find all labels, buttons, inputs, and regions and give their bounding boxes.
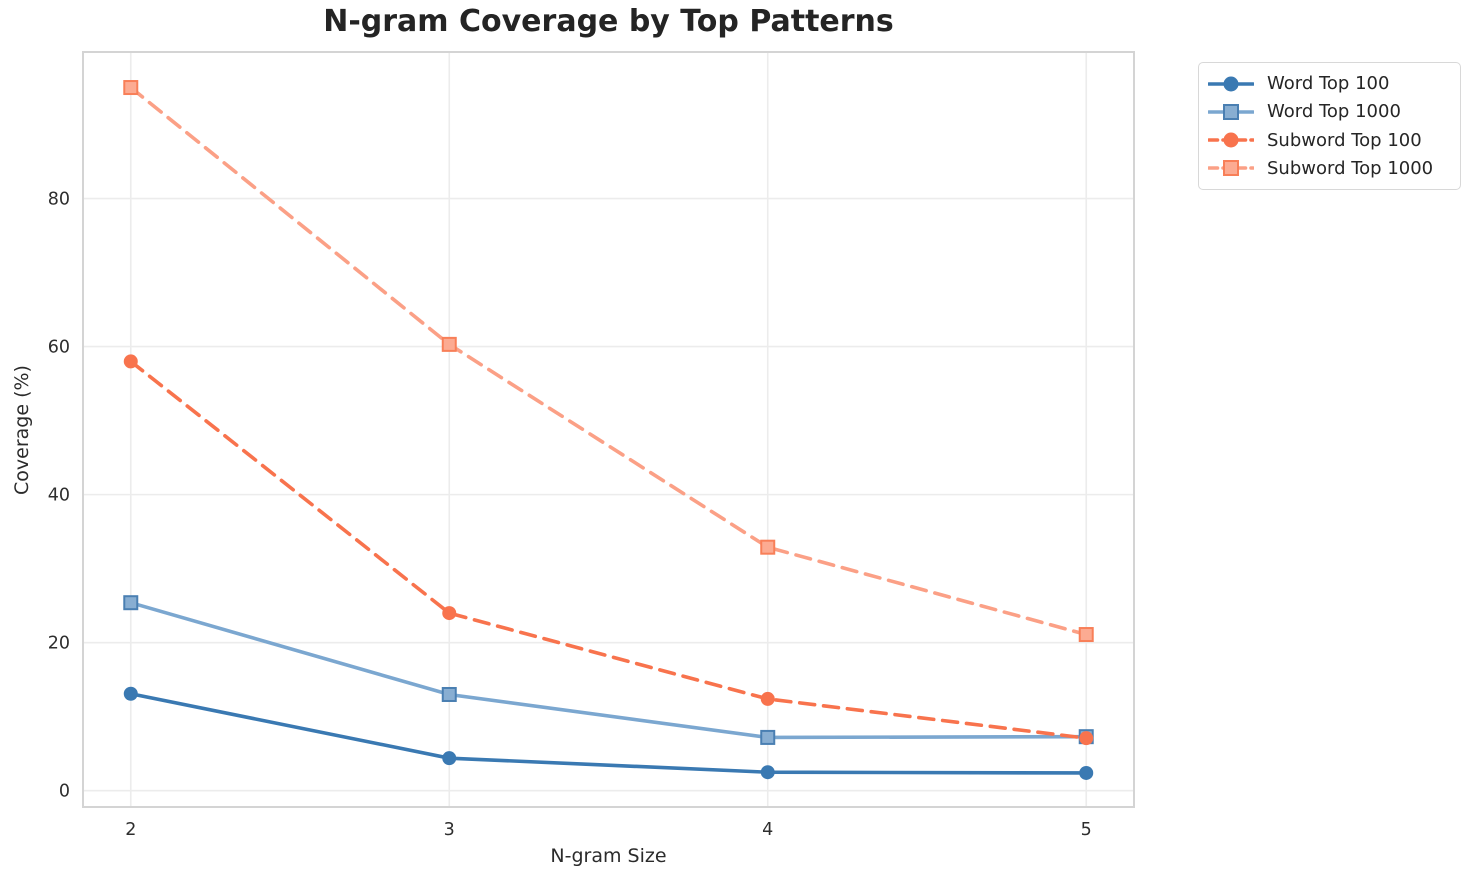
y-tick-label: 40 [48,486,70,506]
legend-item-subword-top-1000: Subword Top 1000 [1208,155,1450,182]
series-word-top-100 [123,686,1094,780]
legend-sample-word-top-100 [1208,76,1254,91]
legend-sample-subword-top-100 [1208,132,1254,148]
x-tick-label: 2 [125,820,136,840]
series-line [128,691,1089,775]
data-point [123,354,138,369]
data-point [123,595,139,611]
series-subword-top-1000 [123,80,1094,643]
gridlines [83,52,1134,807]
series-line [128,600,1089,740]
legend-sample-word-top-1000 [1208,103,1254,120]
chart-title: N-gram Coverage by Top Patterns [323,4,894,39]
data-point [760,539,776,555]
x-tick-label: 4 [762,820,773,840]
data-point [441,336,457,352]
x-tick-label: 5 [1081,820,1092,840]
y-tick-label: 60 [48,338,70,358]
data-point [1079,765,1094,780]
series-subword-top-100 [123,354,1094,746]
legend-item-word-top-1000: Word Top 1000 [1208,98,1450,125]
legend-label: Word Top 100 [1267,73,1390,94]
y-tick-labels: 0 20 40 60 80 [48,190,70,802]
data-point [1079,731,1094,746]
y-tick-label: 0 [59,782,70,802]
data-point [441,686,457,702]
data-point [123,80,139,96]
series-line [128,85,1089,637]
x-axis-label: N-gram Size [550,845,667,867]
legend: Word Top 100 Word Top 1000 Subword Top 1… [1198,62,1461,190]
series-line [128,359,1089,740]
data-point [123,686,138,701]
x-tick-labels: 2 3 4 5 [125,820,1092,840]
legend-label: Subword Top 100 [1267,129,1422,151]
data-point [760,691,775,706]
data-point [442,606,457,621]
data-point [760,765,775,780]
legend-label: Word Top 1000 [1267,101,1401,123]
data-point [442,751,457,766]
data-point [1078,627,1094,643]
x-tick-label: 3 [444,820,455,840]
y-tick-label: 20 [48,634,70,654]
y-tick-label: 80 [48,190,70,210]
legend-sample-subword-top-1000 [1208,160,1254,177]
legend-label: Subword Top 1000 [1267,157,1434,179]
data-point [760,729,776,745]
plot-frame [82,51,1135,808]
legend-item-word-top-100: Word Top 100 [1208,70,1450,97]
legend-item-subword-top-100: Subword Top 100 [1208,127,1450,154]
